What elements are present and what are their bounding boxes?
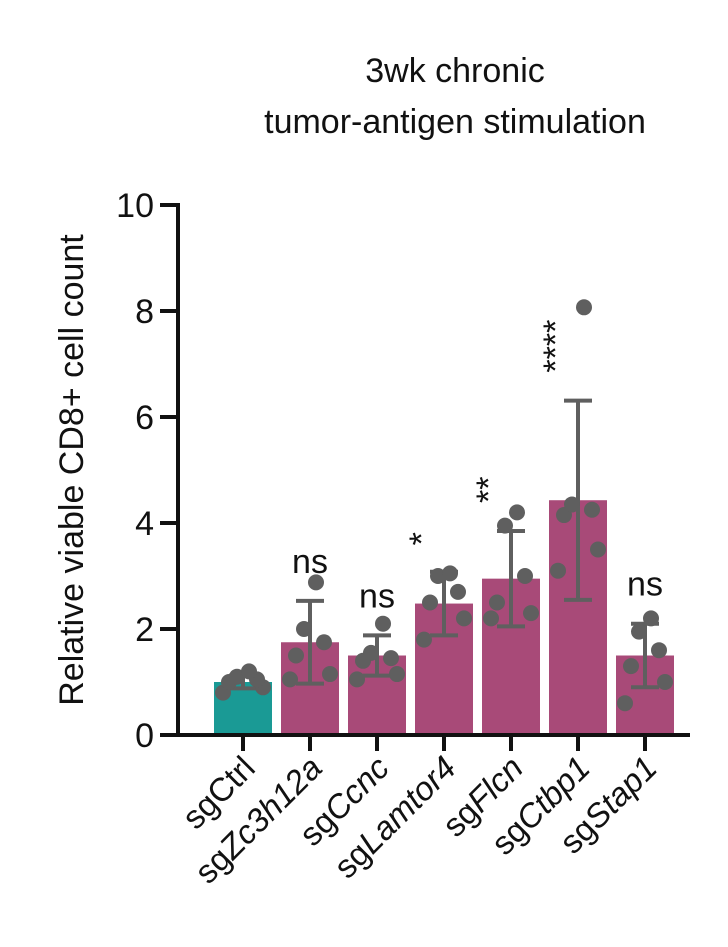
data-point — [363, 644, 379, 661]
data-point — [282, 671, 298, 688]
y-tick-label: 2 — [135, 611, 154, 649]
significance-label: ** — [470, 476, 508, 502]
data-point — [584, 501, 600, 518]
significance-label: ns — [627, 566, 663, 604]
data-point — [523, 605, 539, 622]
data-point — [375, 615, 391, 632]
data-points-layer — [215, 299, 673, 712]
chart-title-line-2: tumor-antigen stimulation — [264, 103, 646, 141]
data-point — [657, 674, 673, 690]
y-tick-label: 0 — [135, 717, 154, 755]
y-tick-label: 8 — [135, 293, 154, 331]
data-point — [456, 610, 472, 627]
y-tick-label: 4 — [135, 505, 154, 543]
data-point — [416, 631, 432, 648]
data-point — [564, 496, 580, 513]
data-point — [308, 574, 324, 591]
data-point — [349, 671, 365, 688]
data-point — [442, 565, 458, 582]
y-tick-label: 10 — [116, 187, 154, 225]
x-tick-labels: sgCtrlsgZc3h12asgCcncsgLamtor4sgFlcnsgCt… — [175, 748, 664, 890]
data-point — [450, 583, 466, 600]
data-point — [229, 668, 245, 685]
data-point — [241, 663, 257, 680]
data-point — [517, 568, 533, 584]
data-point — [623, 658, 639, 675]
y-tick-label: 6 — [135, 399, 154, 437]
data-point — [389, 666, 405, 683]
data-point — [489, 594, 505, 611]
data-point — [430, 568, 446, 584]
chart-title: 3wk chronic tumor-antigen stimulation — [264, 52, 646, 141]
data-point — [631, 623, 647, 640]
y-axis-label: Relative viable CD8+ cell count — [53, 234, 91, 706]
data-point — [322, 666, 338, 683]
data-point — [288, 647, 304, 664]
data-point — [509, 504, 525, 521]
data-point — [316, 634, 332, 651]
data-point — [651, 642, 667, 659]
significance-label: * — [403, 532, 441, 545]
data-point — [617, 695, 633, 712]
data-point — [497, 517, 513, 534]
axes-layer: 0 2 4 6 8 10 — [116, 187, 690, 755]
data-point — [383, 650, 399, 667]
data-point — [576, 299, 592, 316]
data-point — [643, 610, 659, 627]
chart-title-line-1: 3wk chronic — [365, 52, 545, 90]
significance-label: ns — [292, 543, 328, 581]
data-point — [550, 562, 566, 579]
significance-label: **** — [537, 320, 575, 373]
data-point — [590, 541, 606, 558]
data-point — [296, 621, 312, 637]
data-point — [422, 594, 438, 611]
data-point — [483, 610, 499, 627]
significance-label: ns — [359, 577, 395, 615]
